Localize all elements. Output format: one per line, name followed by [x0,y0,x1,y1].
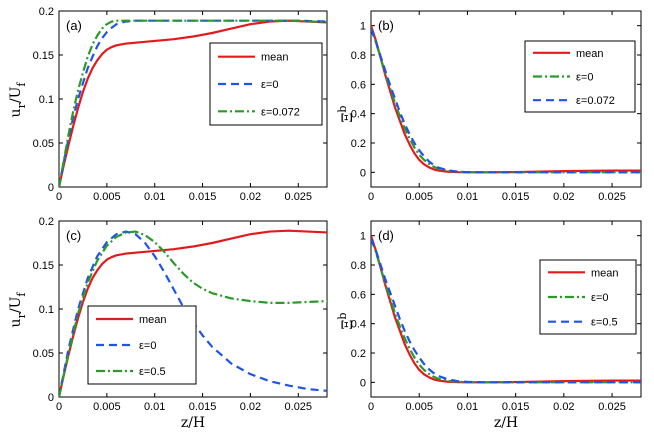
x-tick-label: 0.025 [598,401,626,413]
panel-0: 0 0.005 0.01 0.015 0.02 0.025 0 0.05 0.1 0.15 0.2 (… [8,6,328,203]
x-tick-label: 0.01 [457,401,478,413]
legend-label-0: mean [139,314,167,326]
x-tick-label: 0.005 [93,191,121,203]
y-tick-label: 1 [360,231,366,243]
panel-tag: (b) [378,18,394,33]
x-tick-label: 0.005 [405,191,433,203]
legend-label-2: ε=0.5 [139,366,166,378]
series-line-0 [59,19,327,187]
y-tick-label: 0 [48,182,54,194]
legend: mean ε=0 ε=0.072 [524,40,636,113]
panel-tag: (c) [66,228,81,243]
series-line-1 [59,19,327,187]
series-line-2 [59,19,327,187]
y-tick-label: 0 [360,377,366,389]
x-tick-label: 0.01 [144,191,165,203]
legend-label-2: ε=0.072 [261,106,300,118]
y-tick-label: 0.05 [33,348,54,360]
y-tick-label: 0.8 [351,260,366,272]
y-axis-label: Ξb [336,313,356,330]
x-axis-label: z/H [494,415,518,431]
panel-2: 0 0.005 0.01 0.015 0.02 0.025 0 0.05 0.1 0.15 0.2 (… [8,216,328,431]
legend-label-1: ε=0 [139,340,156,352]
x-tick-label: 0.025 [598,191,626,203]
panel-tag: (d) [378,228,394,243]
x-tick-label: 0.015 [502,191,530,203]
y-tick-label: 0.6 [351,79,366,91]
legend-label-2: ε=0.5 [591,317,618,329]
y-tick-label: 0.2 [39,216,54,228]
legend: mean ε=0 ε=0.5 [539,259,637,335]
y-tick-label: 0.05 [33,138,54,150]
legend-label-1: ε=0 [576,72,593,84]
panel-tag: (a) [66,18,82,33]
x-tick-label: 0.02 [240,401,261,413]
x-tick-label: 0.025 [285,191,313,203]
y-tick-label: 0.15 [33,260,54,272]
y-tick-label: 0.2 [351,138,366,150]
series-line-2 [59,230,327,397]
y-tick-label: 0 [360,167,366,179]
x-tick-label: 0 [368,191,374,203]
x-tick-label: 0.005 [405,401,433,413]
legend-label-1: ε=0 [591,292,608,304]
y-axis-label: Ξb [336,106,356,123]
y-tick-label: 0.2 [39,6,54,18]
x-tick-label: 0.01 [457,191,478,203]
legend-label-0: mean [576,48,604,60]
x-tick-label: 0.015 [502,401,530,413]
legend-label-1: ε=0 [261,79,278,91]
y-axis-label: ur/Uf [8,292,28,328]
x-axis-label: z/H [181,415,205,431]
legend-label-2: ε=0.072 [576,95,615,107]
y-tick-label: 1 [360,21,366,33]
y-axis-label: ur/Uf [8,82,28,118]
x-tick-label: 0.015 [189,401,217,413]
legend-label-0: mean [261,52,289,64]
legend: mean ε=0 ε=0.072 [209,42,323,126]
y-tick-label: 0.15 [33,50,54,62]
x-tick-label: 0.005 [93,401,121,413]
y-tick-label: 0.8 [351,50,366,62]
panel-3: 0 0.005 0.01 0.015 0.02 0.025 0 0.2 0.4 0.6 0.8 1 (d… [336,220,642,431]
y-tick-label: 0.2 [351,348,366,360]
y-tick-label: 0.4 [351,319,366,331]
x-tick-label: 0.02 [240,191,261,203]
y-tick-label: 0.1 [39,94,54,106]
y-tick-label: 0.6 [351,289,366,301]
legend: mean ε=0 ε=0.5 [87,305,197,385]
y-tick-label: 0 [48,392,54,404]
series-line-2 [371,238,641,384]
x-tick-label: 0 [368,401,374,413]
x-tick-label: 0.015 [189,191,217,203]
y-tick-label: 0.4 [351,109,366,121]
y-tick-label: 0.1 [39,304,54,316]
x-tick-label: 0 [56,401,62,413]
legend-label-0: mean [591,267,619,279]
x-tick-label: 0.01 [144,401,165,413]
panel-1: 0 0.005 0.01 0.015 0.02 0.025 0 0.2 0.4 0.6 0.8 1 (b… [336,10,642,203]
x-tick-label: 0.02 [553,191,574,203]
x-tick-label: 0.02 [553,401,574,413]
series-line-2 [371,28,641,174]
x-tick-label: 0.025 [285,401,313,413]
x-tick-label: 0 [56,191,62,203]
